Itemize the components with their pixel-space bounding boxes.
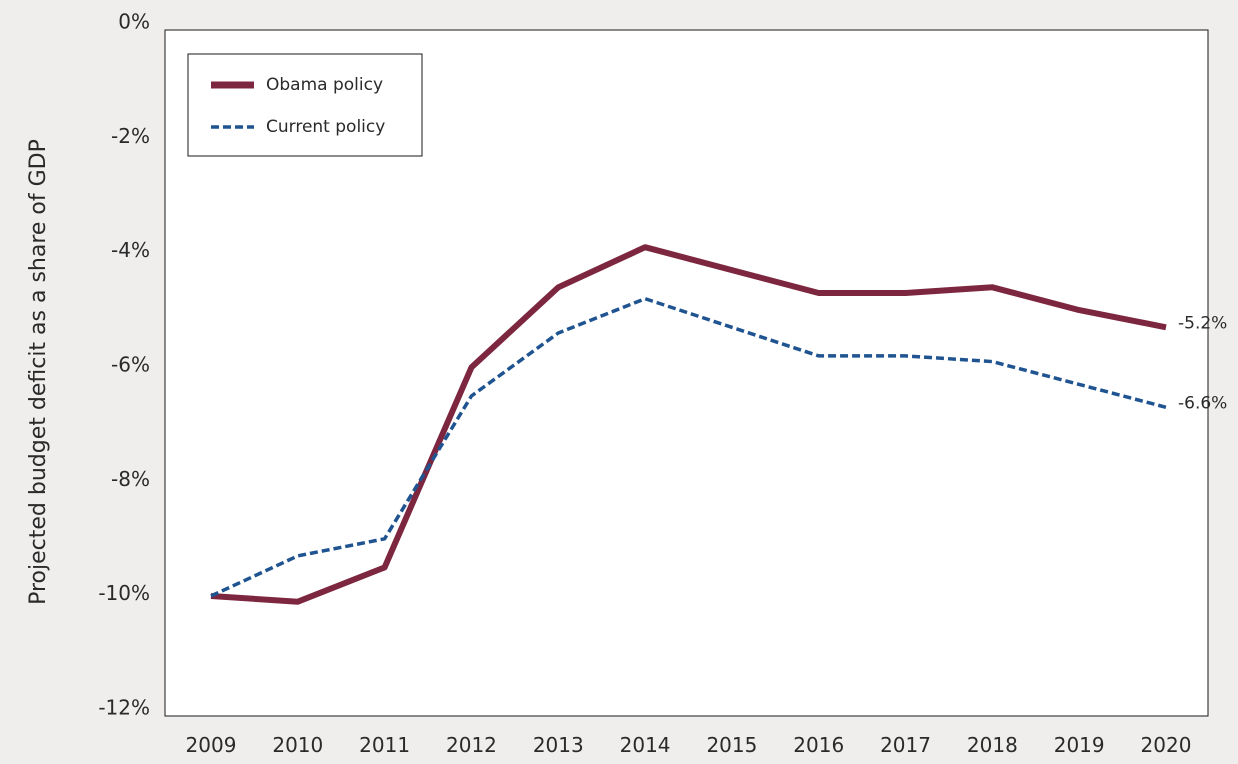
x-tick-label: 2015 (706, 733, 757, 757)
y-tick-label: -4% (111, 238, 150, 262)
series-lines (210, 244, 1167, 605)
end-label-obama-policy: -5.2% (1178, 313, 1227, 333)
x-tick-label: 2016 (793, 733, 844, 757)
series-line-current-policy (210, 296, 1167, 598)
x-axis-ticks: 2009 2010 2011 2012 2013 2014 2015 2016 2017 2018… (186, 733, 1192, 757)
y-axis-ticks: 0% -2% -4% -6% -8% -10% -12% (98, 10, 150, 720)
series-line-obama-policy (210, 244, 1167, 605)
x-tick-label: 2009 (186, 733, 237, 757)
x-tick-label: 2012 (446, 733, 497, 757)
x-tick-label: 2019 (1054, 733, 1105, 757)
end-labels: -5.2% -6.6% (1178, 313, 1227, 413)
y-tick-label: -2% (111, 124, 150, 148)
y-tick-label: 0% (118, 10, 150, 34)
legend-label-obama-policy: Obama policy (266, 75, 383, 95)
x-tick-label: 2011 (359, 733, 410, 757)
y-tick-label: -8% (111, 467, 150, 491)
x-tick-label: 2020 (1141, 733, 1192, 757)
legend-box (187, 53, 423, 157)
y-tick-label: -12% (98, 696, 150, 720)
legend-label-current-policy: Current policy (266, 117, 385, 137)
x-tick-label: 2017 (880, 733, 931, 757)
y-tick-label: -6% (111, 353, 150, 377)
y-tick-label: -10% (98, 581, 150, 605)
y-axis-label: Projected budget deficit as a share of G… (26, 139, 51, 605)
x-tick-label: 2018 (967, 733, 1018, 757)
end-label-current-policy: -6.6% (1178, 393, 1227, 413)
x-tick-label: 2014 (620, 733, 671, 757)
x-tick-label: 2010 (272, 733, 323, 757)
x-tick-label: 2013 (533, 733, 584, 757)
legend: Obama policy Current policy (187, 53, 423, 157)
